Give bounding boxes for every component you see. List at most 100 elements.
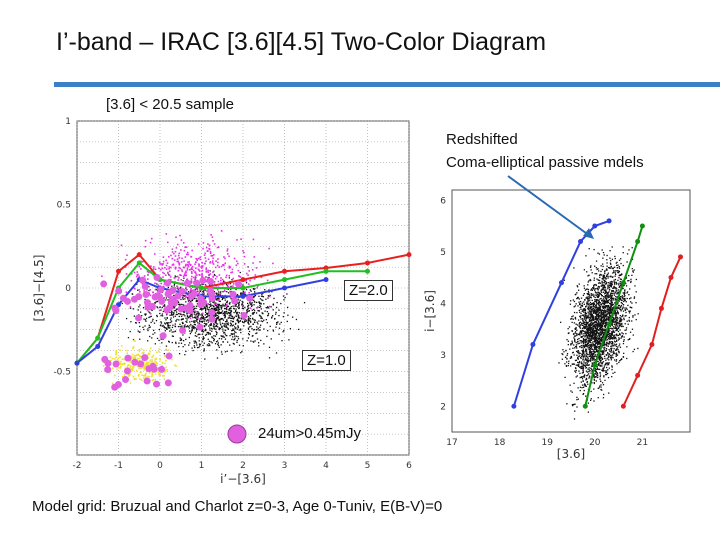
scatter-point bbox=[612, 331, 614, 333]
scatter-point bbox=[597, 328, 599, 331]
scatter-point bbox=[241, 303, 243, 305]
scatter-point bbox=[610, 296, 612, 299]
scatter-point bbox=[593, 378, 595, 380]
scatter-point bbox=[604, 329, 606, 331]
scatter-point bbox=[604, 301, 606, 303]
scatter-point bbox=[222, 297, 224, 300]
scatter-point bbox=[148, 326, 150, 329]
x-axis-label: i’−[3.6] bbox=[220, 472, 266, 486]
scatter-point bbox=[606, 294, 608, 296]
scatter-point bbox=[592, 293, 594, 295]
scatter-point bbox=[271, 316, 273, 318]
scatter-point bbox=[604, 318, 606, 321]
scatter-point bbox=[594, 348, 596, 350]
scatter-point bbox=[572, 299, 575, 301]
scatter-point bbox=[593, 382, 595, 385]
scatter-point bbox=[237, 326, 239, 328]
scatter-point bbox=[609, 262, 612, 264]
scatter-point bbox=[194, 310, 197, 313]
scatter-point bbox=[587, 361, 589, 363]
scatter-point bbox=[237, 319, 239, 321]
scatter-point bbox=[587, 368, 589, 370]
scatter-point bbox=[616, 309, 618, 311]
scatter-point bbox=[175, 341, 177, 343]
scatter-point bbox=[601, 330, 604, 332]
scatter-point bbox=[591, 370, 593, 373]
scatter-point bbox=[189, 332, 192, 335]
scatter-point bbox=[254, 274, 257, 276]
scatter-point bbox=[574, 335, 577, 337]
scatter-point bbox=[576, 375, 578, 377]
scatter-point bbox=[151, 371, 154, 374]
scatter-point bbox=[178, 303, 180, 306]
scatter-point bbox=[173, 306, 175, 308]
scatter-point bbox=[219, 311, 222, 314]
scatter-point bbox=[139, 325, 141, 328]
x-tick-label: 6 bbox=[406, 461, 412, 471]
scatter-point bbox=[213, 290, 215, 293]
scatter-point bbox=[229, 301, 231, 304]
scatter-point bbox=[234, 323, 237, 325]
scatter-point bbox=[256, 286, 259, 289]
scatter-point bbox=[605, 353, 607, 356]
scatter-point bbox=[624, 299, 626, 302]
scatter-point bbox=[581, 322, 583, 324]
scatter-point bbox=[220, 230, 223, 232]
scatter-point bbox=[600, 320, 602, 322]
scatter-point bbox=[223, 307, 226, 310]
scatter-point bbox=[597, 289, 599, 291]
scatter-point bbox=[258, 295, 260, 297]
scatter-point bbox=[585, 349, 587, 351]
scatter-point bbox=[601, 299, 603, 301]
scatter-point bbox=[592, 308, 595, 310]
scatter-point bbox=[607, 333, 610, 336]
scatter-point bbox=[576, 406, 578, 408]
scatter-point bbox=[626, 253, 629, 255]
scatter-point bbox=[609, 341, 611, 344]
scatter-point bbox=[145, 320, 147, 322]
scatter-point bbox=[215, 312, 217, 314]
scatter-point bbox=[579, 366, 581, 369]
scatter-point bbox=[595, 284, 597, 287]
scatter-point bbox=[155, 320, 158, 322]
scatter-point bbox=[198, 265, 200, 267]
scatter-point bbox=[181, 321, 184, 324]
scatter-point bbox=[585, 355, 587, 357]
scatter-point bbox=[582, 309, 584, 311]
scatter-point bbox=[196, 259, 199, 262]
scatter-point bbox=[171, 311, 173, 313]
scatter-point bbox=[254, 288, 256, 290]
scatter-point bbox=[218, 319, 220, 321]
scatter-point bbox=[216, 297, 219, 300]
scatter-point bbox=[176, 260, 179, 263]
scatter-point bbox=[201, 321, 204, 323]
scatter-point bbox=[573, 354, 575, 356]
scatter-point bbox=[573, 418, 576, 420]
scatter-point bbox=[596, 268, 598, 271]
scatter-point bbox=[604, 271, 606, 273]
scatter-point bbox=[571, 352, 574, 354]
scatter-point bbox=[587, 281, 589, 283]
scatter-point bbox=[582, 350, 584, 353]
scatter-point bbox=[200, 266, 202, 268]
scatter-point bbox=[600, 384, 602, 386]
scatter-point bbox=[607, 313, 609, 315]
scatter-point bbox=[183, 326, 186, 328]
scatter-point bbox=[166, 323, 169, 325]
scatter-point bbox=[623, 293, 625, 295]
scatter-point bbox=[605, 289, 607, 291]
scatter-point bbox=[605, 268, 608, 271]
scatter-point bbox=[586, 329, 589, 331]
scatter-point bbox=[624, 295, 626, 297]
scatter-point bbox=[600, 270, 602, 273]
highlight-marker bbox=[164, 279, 172, 287]
scatter-point bbox=[623, 300, 625, 303]
model-track-point bbox=[136, 260, 142, 266]
scatter-point bbox=[149, 316, 151, 318]
scatter-point bbox=[202, 344, 204, 347]
scatter-point bbox=[588, 293, 590, 295]
scatter-point bbox=[129, 306, 132, 308]
scatter-point bbox=[596, 374, 599, 377]
scatter-point bbox=[593, 288, 595, 290]
scatter-point bbox=[608, 309, 610, 311]
